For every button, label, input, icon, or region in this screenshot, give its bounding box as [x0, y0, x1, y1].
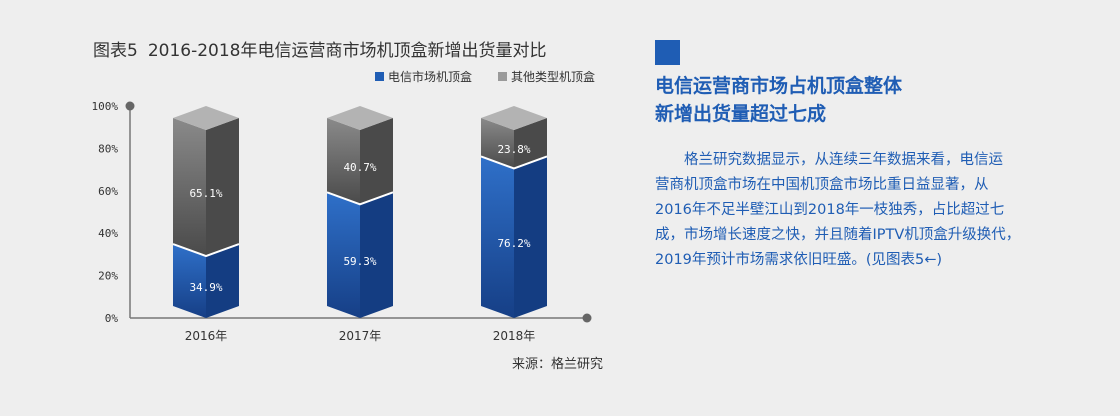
body-line-2: 营商机顶盒市场在中国机顶盒市场比重日益显著，从: [655, 177, 989, 193]
bar-top-cap: [173, 106, 239, 130]
x-tick-label: 2018年: [493, 329, 536, 343]
chart-legend: 电信市场机顶盒 其他类型机顶盒: [375, 68, 595, 85]
y-tick-label: 100%: [92, 100, 119, 113]
figure-label: 图表5: [93, 41, 138, 61]
bar-other-left-face: [173, 118, 206, 257]
data-label-other: 23.8%: [497, 143, 530, 156]
x-axis-end-dot: [582, 313, 592, 323]
body-line-3: 2016年不足半壁江山到2018年一枝独秀，占比超过七: [655, 202, 1005, 218]
y-axis-end-dot: [125, 101, 135, 111]
figure-title: 图表5 2016-2018年电信运营商市场机顶盒新增出货量对比: [93, 36, 547, 61]
bar-other-right-face: [360, 118, 393, 205]
bar-telecom-right-face: [360, 192, 393, 318]
bar-segment-seam: [480, 155, 548, 170]
bar-top-cap: [327, 106, 393, 130]
bar-telecom-right-face: [514, 156, 547, 318]
bar-telecom-left-face: [327, 192, 360, 318]
bar-segment-seam: [172, 243, 240, 258]
legend-item-other: 其他类型机顶盒: [498, 68, 595, 85]
headline-line-1: 电信运营商市场占机顶盒整体: [655, 75, 903, 97]
y-tick-label: 40%: [98, 227, 118, 240]
bar-telecom-left-face: [173, 244, 206, 318]
headline-line-2: 新增出货量超过七成: [655, 103, 827, 125]
bar-other-right-face: [206, 118, 239, 257]
y-tick-label: 60%: [98, 185, 118, 198]
bar-other-left-face: [327, 118, 360, 205]
y-tick-label: 0%: [105, 312, 119, 325]
bar-top-cap: [481, 106, 547, 130]
data-label-telecom: 76.2%: [497, 237, 530, 250]
data-label-other: 40.7%: [343, 161, 376, 174]
data-label-other: 65.1%: [189, 187, 222, 200]
data-label-telecom: 59.3%: [343, 255, 376, 268]
x-tick-label: 2017年: [339, 329, 382, 343]
bar-telecom-left-face: [481, 156, 514, 318]
legend-item-telecom: 电信市场机顶盒: [375, 68, 472, 85]
body-line-4: 成，市场增长速度之快，并且随着IPTV机顶盒升级换代，: [655, 227, 1021, 243]
legend-swatch-telecom: [375, 72, 384, 81]
bar-other-right-face: [514, 118, 547, 169]
article-body: 格兰研究数据显示，从连续三年数据来看，电信运 营商机顶盒市场在中国机顶盒市场比重…: [655, 148, 1060, 273]
bar-segment-seam: [326, 191, 394, 206]
bar-telecom-right-face: [206, 244, 239, 318]
x-tick-label: 2016年: [185, 329, 228, 343]
legend-swatch-other: [498, 72, 508, 81]
article-headline: 电信运营商市场占机顶盒整体 新增出货量超过七成: [655, 72, 902, 128]
stacked-bar-chart: 0% 20% 40% 60% 80% 100% 34.9% 65.1% 2016年 59.3% 4…: [92, 100, 592, 343]
y-tick-label: 80%: [98, 142, 118, 155]
accent-square: [655, 40, 680, 65]
legend-label-telecom: 电信市场机顶盒: [388, 70, 473, 84]
body-line-1: 格兰研究数据显示，从连续三年数据来看，电信运: [684, 152, 1003, 168]
data-label-telecom: 34.9%: [189, 281, 222, 294]
legend-label-other: 其他类型机顶盒: [511, 70, 596, 84]
body-line-5: 2019年预计市场需求依旧旺盛。(见图表5←): [655, 252, 943, 268]
bar-other-left-face: [481, 118, 514, 169]
figure-title-text: 2016-2018年电信运营商市场机顶盒新增出货量对比: [147, 41, 547, 61]
chart-source: 来源：格兰研究: [512, 357, 604, 372]
y-tick-label: 20%: [98, 270, 118, 283]
